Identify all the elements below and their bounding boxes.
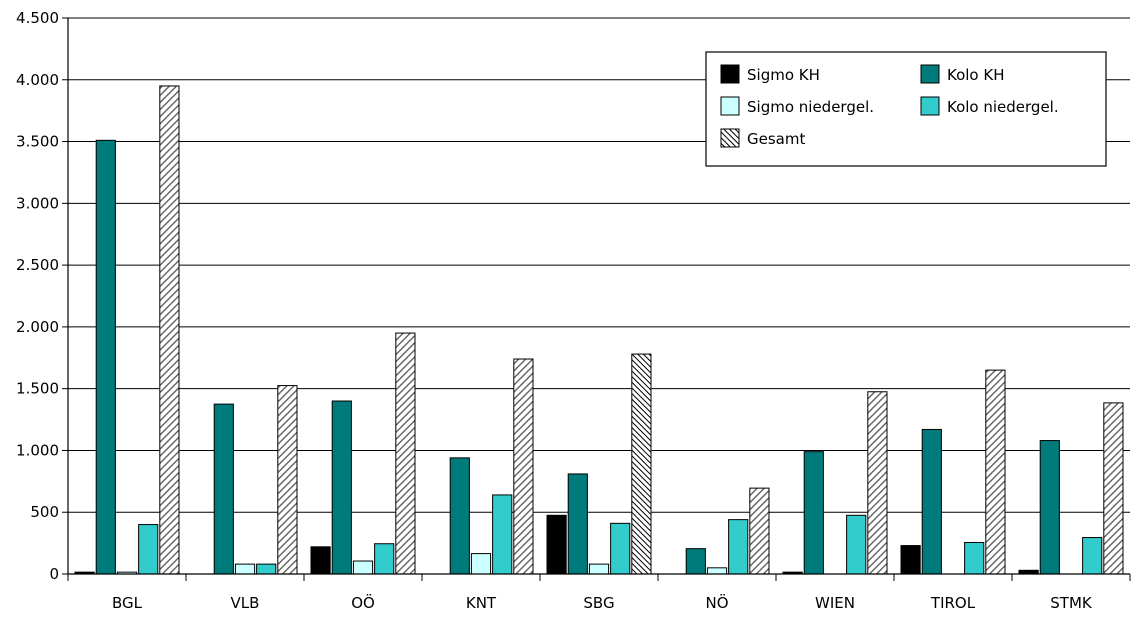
legend-swatch (920, 96, 940, 116)
axes: 0 500 1.000 1.500 2.000 2.500 3.000 3.500 4.000 4… (16, 9, 1131, 612)
y-tick-label: 1.500 (16, 380, 59, 398)
y-tick-label: 500 (30, 503, 59, 521)
legend: Sigmo KH Kolo KH Sigmo niedergel. Kolo nied… (705, 51, 1107, 167)
bar (234, 563, 256, 575)
y-tick-label: 3.000 (16, 194, 59, 212)
x-tick-label: SBG (583, 594, 614, 612)
x-tick-label: OÖ (351, 593, 375, 612)
bar (846, 514, 867, 575)
bar (159, 85, 180, 575)
bar (513, 358, 534, 575)
gridlines (68, 17, 1130, 513)
bar (470, 553, 492, 575)
bar (867, 391, 888, 575)
y-tick-label: 4.500 (16, 9, 59, 27)
legend-label: Sigmo KH (747, 66, 820, 84)
bar (1039, 440, 1060, 575)
bar (277, 385, 298, 575)
bar (213, 403, 234, 575)
bar (352, 560, 374, 575)
bars (74, 85, 1124, 575)
y-tick-label: 1.000 (16, 441, 59, 459)
legend-label: Gesamt (747, 130, 805, 148)
bar (374, 543, 395, 575)
x-tick-label: WIEN (815, 594, 855, 612)
y-tick-label: 4.000 (16, 71, 59, 89)
legend-swatch (720, 64, 740, 84)
bar (256, 563, 277, 575)
bar (985, 369, 1006, 575)
x-tick-label: BGL (112, 594, 143, 612)
bar (631, 353, 652, 575)
legend-label: Sigmo niedergel. (747, 98, 874, 116)
legend-label: Kolo niedergel. (947, 98, 1059, 116)
x-tick-label: STMK (1050, 594, 1093, 612)
x-tick-label: TIROL (930, 594, 976, 612)
y-tick-label: 2.000 (16, 318, 59, 336)
legend-swatch (720, 96, 740, 116)
bar (310, 546, 331, 575)
bar (95, 139, 116, 575)
bar (749, 487, 770, 575)
legend-swatch (920, 64, 940, 84)
bar (900, 545, 921, 575)
bar (803, 451, 824, 575)
bar (567, 473, 588, 575)
bar (706, 567, 728, 575)
legend-swatch (720, 128, 740, 148)
bar (395, 332, 416, 575)
y-tick-label: 3.500 (16, 133, 59, 151)
bar (546, 514, 567, 575)
legend-label: Kolo KH (947, 66, 1005, 84)
bar (1103, 402, 1124, 575)
bar (921, 428, 942, 575)
y-tick-label: 2.500 (16, 256, 59, 274)
y-tick-label: 0 (49, 565, 59, 583)
x-tick-label: VLB (231, 594, 260, 612)
bar (449, 457, 470, 575)
bar (331, 400, 352, 575)
bar (492, 494, 513, 575)
bar (138, 524, 159, 575)
bar (728, 519, 749, 575)
legend-box (705, 51, 1107, 167)
bar (1082, 537, 1103, 575)
bar (588, 563, 610, 575)
bar (685, 548, 706, 575)
x-tick-label: KNT (466, 594, 497, 612)
bar (964, 541, 985, 575)
bar (610, 522, 631, 575)
x-tick-label: NÖ (705, 593, 728, 612)
